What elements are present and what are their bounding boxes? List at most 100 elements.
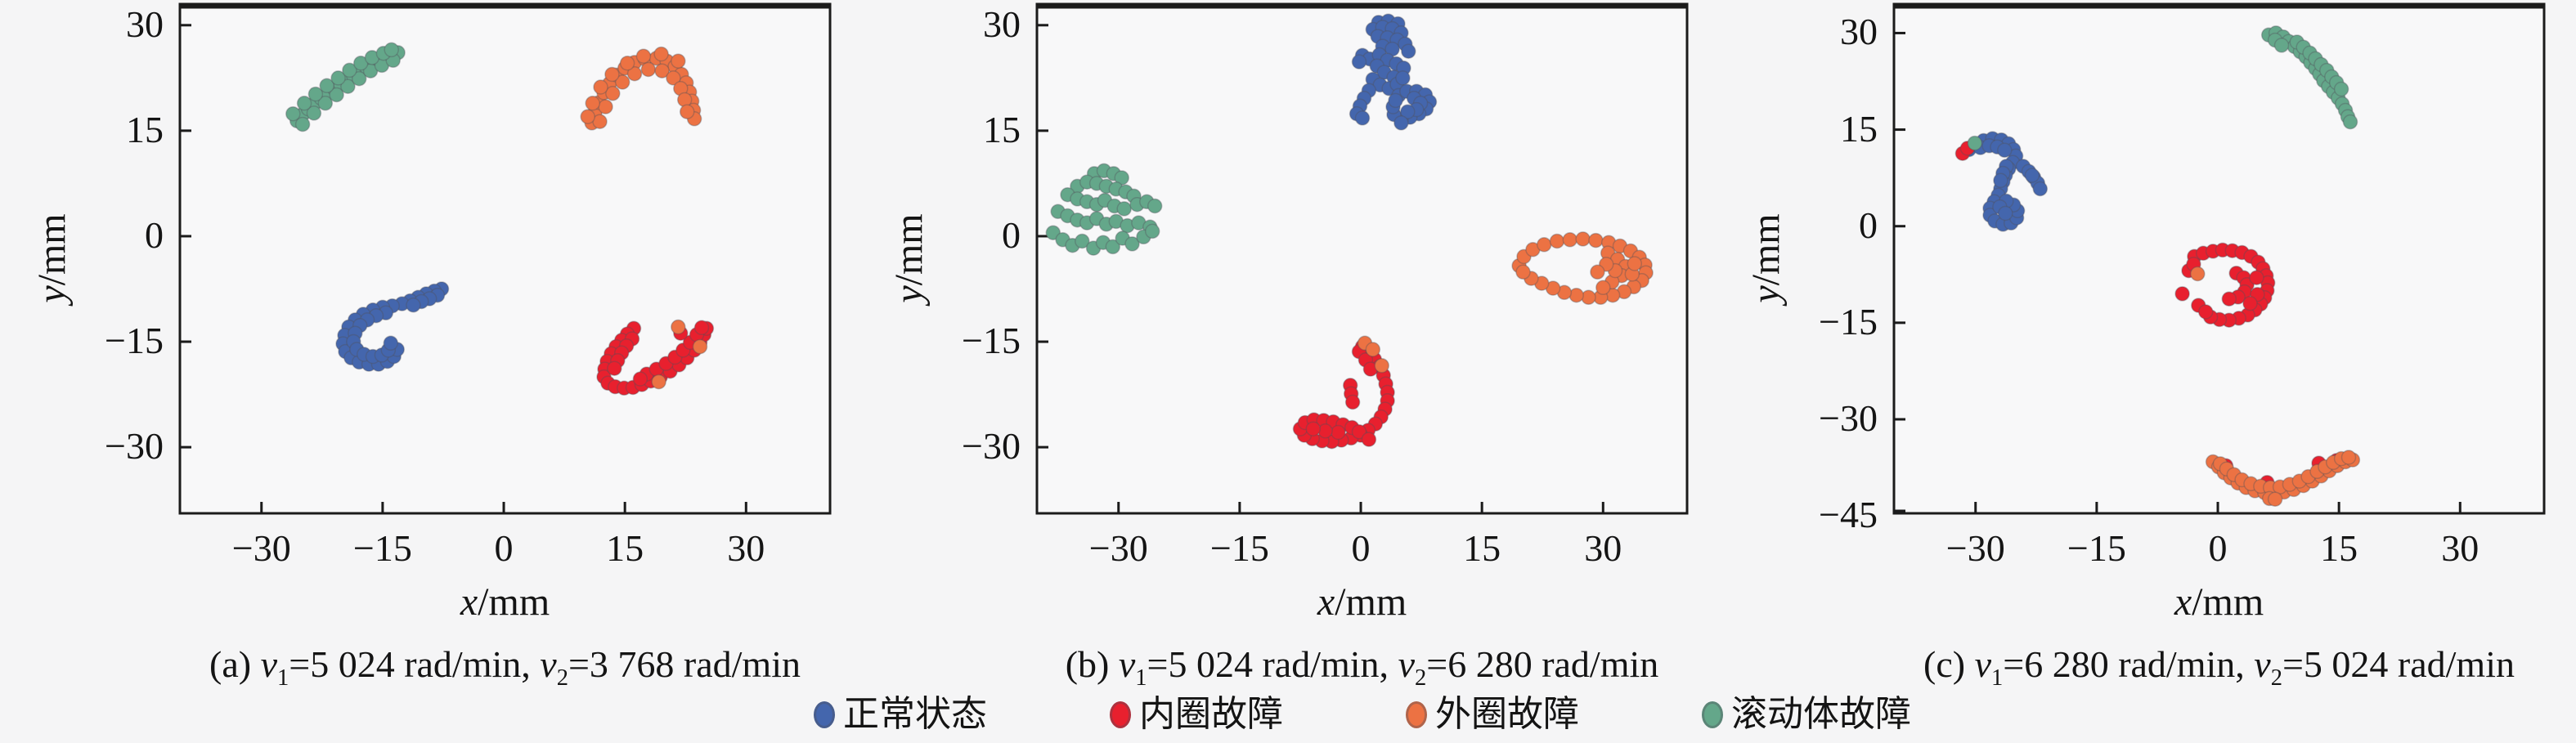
subscript-text: 2	[1414, 665, 1427, 692]
scatter-point-normal	[1354, 110, 1371, 126]
legend-label: 外圈故障	[1435, 694, 1579, 734]
scatter-point-outer	[614, 74, 631, 90]
label-text: =6 280 rad/min	[1426, 643, 1659, 685]
label-text: v	[1974, 643, 1991, 685]
label-text: x	[1317, 580, 1335, 624]
subplot-c	[1892, 2, 2546, 515]
label-text: (b)	[1065, 643, 1119, 685]
label-text: =5 024 rad/min	[2282, 643, 2515, 685]
scatter-point-outer	[580, 109, 595, 124]
scatter-point-rolling	[330, 70, 346, 86]
x-tick-label: 0	[1351, 527, 1371, 569]
scatter-point-rolling	[317, 96, 334, 111]
scatter-point-normal	[1393, 115, 1409, 131]
scatter-point-rolling	[342, 62, 357, 78]
scatter-point-inner	[607, 360, 622, 376]
subplot-caption: (c) v1=6 280 rad/min, v2=5 024 rad/min	[1827, 642, 2576, 690]
scatter-point-inner	[632, 371, 648, 387]
scatter-point-outer	[2190, 266, 2206, 282]
label-text: v	[260, 643, 277, 685]
scatter-plots-svg	[178, 2, 2546, 515]
scatter-point-outer	[1365, 342, 1381, 357]
legend-item-normal: 正常状态	[814, 692, 987, 737]
scatter-point-rolling	[1144, 223, 1160, 239]
scatter-point-outer	[1549, 233, 1565, 249]
subplot-b	[1035, 2, 1689, 515]
scatter-point-outer	[671, 319, 686, 335]
scatter-point-rolling	[329, 87, 344, 103]
x-tick-label: −30	[1088, 527, 1148, 569]
scatter-point-inner	[2221, 291, 2237, 307]
label-text: v	[2254, 643, 2271, 685]
label-text: /mm	[2192, 580, 2264, 624]
series-normal	[1349, 13, 1438, 131]
scatter-point-outer	[604, 66, 620, 83]
scatter-point-normal	[1351, 54, 1367, 69]
label-text: =5 024 rad/min,	[1147, 643, 1398, 685]
legend-marker-inner-icon	[1110, 700, 1131, 728]
scatter-point-outer	[1588, 232, 1604, 248]
scatter-point-outer	[1575, 231, 1591, 247]
scatter-point-outer	[651, 374, 666, 390]
subplot-a	[178, 2, 832, 515]
scatter-point-rolling	[351, 70, 367, 87]
scatter-point-outer	[626, 65, 643, 82]
scatter-point-inner	[2249, 270, 2264, 285]
scatter-point-inner	[1351, 423, 1367, 440]
scatter-point-normal	[1997, 142, 2013, 159]
x-tick-label: 30	[1584, 527, 1622, 569]
label-text: v	[1118, 643, 1136, 685]
scatter-point-rolling	[1967, 135, 1983, 151]
scatter-point-inner	[1305, 421, 1322, 436]
scatter-point-rolling	[307, 86, 324, 102]
scatter-point-normal	[2032, 181, 2049, 197]
scatter-point-inner	[693, 320, 710, 336]
scatter-point-outer	[1627, 256, 1643, 271]
scatter-point-outer	[1595, 280, 1611, 296]
legend-label: 内圈故障	[1139, 694, 1283, 734]
scatter-point-outer	[2267, 491, 2283, 507]
scatter-point-outer	[593, 79, 608, 95]
label-text: (a)	[209, 643, 261, 685]
scatter-point-outer	[640, 61, 657, 78]
x-tick-label: −15	[1209, 527, 1269, 569]
scatter-point-inner	[2242, 295, 2258, 311]
scatter-point-rolling	[1105, 239, 1121, 255]
series-rolling	[1045, 163, 1163, 256]
label-text: /mm	[478, 580, 550, 624]
scatter-point-outer	[605, 86, 621, 101]
x-tick-label: 15	[1463, 527, 1501, 569]
scatter-point-rolling	[1045, 225, 1061, 240]
label-text: (c)	[1923, 643, 1975, 685]
x-tick-label: 30	[2441, 527, 2480, 569]
legend-label: 正常状态	[843, 694, 987, 734]
x-tick-label: 15	[606, 527, 644, 569]
subplot-caption: (b) v1=5 024 rad/min, v2=6 280 rad/min	[970, 642, 1755, 690]
x-axis-label: x/mm	[407, 580, 604, 624]
scatter-point-outer	[1562, 232, 1578, 248]
x-tick-label: −30	[231, 527, 291, 569]
scatter-point-inner	[1361, 432, 1377, 447]
plot-frame	[178, 2, 832, 515]
scatter-point-outer	[2340, 450, 2357, 465]
series-normal	[1961, 131, 2049, 232]
subscript-text: 2	[2270, 665, 2282, 692]
x-tick-label: −30	[1945, 527, 2005, 569]
scatter-point-normal	[383, 335, 399, 351]
x-tick-label: −15	[352, 527, 412, 569]
scatter-point-outer	[1515, 264, 1531, 280]
label-text: /mm	[1335, 580, 1407, 624]
label-text: v	[1398, 643, 1415, 685]
scatter-point-outer	[671, 53, 686, 69]
scatter-point-rolling	[1114, 170, 1129, 186]
legend-item-rolling: 滚动体故障	[1702, 692, 1911, 737]
series-rolling	[285, 42, 406, 132]
legend-item-inner: 内圈故障	[1110, 692, 1283, 737]
series-inner	[1292, 338, 1395, 450]
legend-marker-normal-icon	[814, 700, 835, 728]
legend-marker-rolling-icon	[1702, 700, 1723, 728]
subscript-text: 2	[556, 665, 568, 692]
x-tick-label: 0	[2208, 527, 2228, 569]
scatter-point-rolling	[2333, 81, 2349, 97]
